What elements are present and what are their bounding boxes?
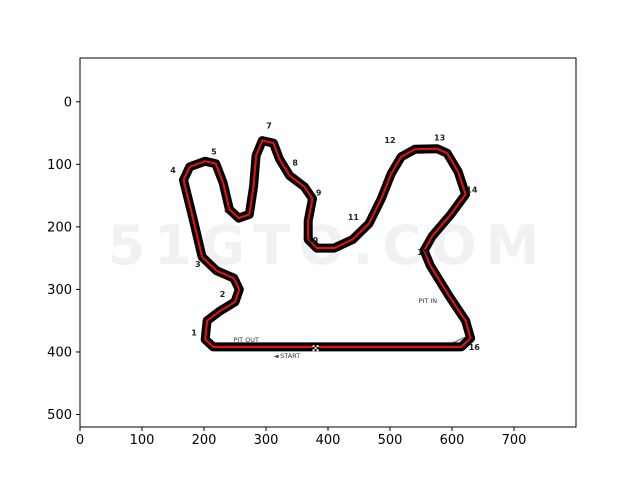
- turn-label-6: 6: [224, 206, 230, 215]
- turn-label-8: 8: [292, 159, 298, 168]
- y-tick-label: 400: [47, 345, 72, 360]
- x-tick-label: 400: [316, 433, 341, 448]
- turn-label-3: 3: [195, 260, 201, 269]
- annotations: PIT OUT START PIT IN ◄: [233, 297, 437, 360]
- y-tick-label: 500: [47, 408, 72, 423]
- annotation-start: START: [280, 352, 300, 360]
- turn-label-11: 11: [348, 213, 360, 222]
- turn-label-9: 9: [316, 189, 322, 198]
- y-tick-label: 0: [64, 95, 72, 110]
- x-tick-label: 600: [440, 433, 465, 448]
- turn-label-1: 1: [191, 329, 197, 338]
- turn-label-10: 10: [307, 236, 319, 245]
- turn-label-4: 4: [170, 166, 176, 175]
- checker-square: [316, 347, 319, 350]
- start-arrow-icon: ◄: [274, 352, 279, 360]
- turn-label-12: 12: [384, 136, 395, 145]
- x-axis: 0 100 200 300 400 500 600 700: [76, 427, 527, 448]
- x-tick-label: 100: [130, 433, 155, 448]
- y-tick-label: 100: [47, 158, 72, 173]
- turn-label-5: 5: [211, 147, 217, 156]
- y-tick-label: 300: [47, 283, 72, 298]
- checker-square: [314, 347, 317, 350]
- start-finish-marker: [312, 345, 319, 352]
- checker-square: [316, 345, 319, 348]
- x-tick-label: 700: [502, 433, 527, 448]
- x-tick-label: 0: [76, 433, 84, 448]
- checker-square: [312, 349, 315, 352]
- annotation-pit-out: PIT OUT: [233, 336, 259, 344]
- y-axis: 0 100 200 300 400 500: [47, 95, 80, 423]
- annotation-pit-in: PIT IN: [418, 297, 437, 305]
- racing-line: [182, 139, 472, 348]
- checker-square: [316, 349, 319, 352]
- checker-square: [312, 345, 315, 348]
- turn-label-15: 15: [417, 248, 429, 257]
- x-tick-label: 200: [192, 433, 217, 448]
- x-tick-label: 300: [254, 433, 279, 448]
- turn-label-14: 14: [466, 185, 478, 194]
- checker-square: [314, 345, 317, 348]
- turn-label-2: 2: [220, 290, 226, 299]
- y-tick-label: 200: [47, 220, 72, 235]
- turn-label-7: 7: [266, 122, 272, 131]
- checker-square: [314, 349, 317, 352]
- x-tick-label: 500: [378, 433, 403, 448]
- track-layer: [179, 136, 476, 352]
- turn-label-16: 16: [469, 343, 481, 352]
- turn-label-13: 13: [434, 134, 445, 143]
- checker-square: [312, 347, 315, 350]
